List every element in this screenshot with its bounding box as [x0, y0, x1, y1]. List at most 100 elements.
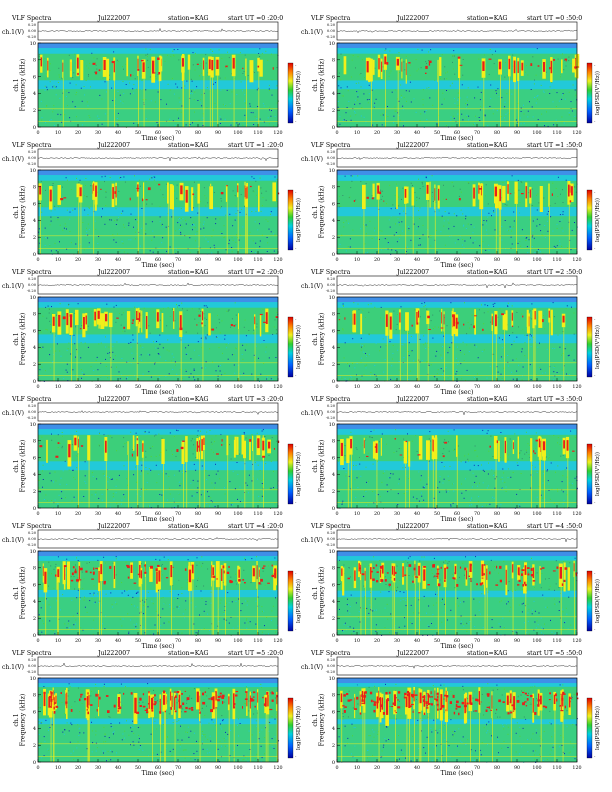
waveform-trace — [37, 537, 279, 542]
time-tick-label: 80 — [494, 638, 500, 644]
freq-tick-label: 6 — [332, 328, 335, 334]
amplitude-axis-label: ch.1(V) — [301, 283, 323, 290]
time-tick-label: 110 — [253, 511, 262, 517]
time-tick-label: 70 — [175, 384, 181, 390]
colorbar-tick: - — [594, 754, 596, 759]
header-station: station=KAG — [168, 523, 209, 530]
time-tick-label: 60 — [155, 511, 161, 517]
time-tick-label: 0 — [36, 638, 39, 644]
time-tick-label: 60 — [454, 638, 460, 644]
freq-tick-label: 0 — [33, 760, 36, 766]
amplitude-axis-label: ch.1(V) — [2, 664, 24, 671]
header-date: Jul222007 — [97, 269, 130, 276]
freq-tick-label: 4 — [33, 472, 36, 478]
header-title: VLF Spectra — [310, 396, 351, 403]
time-axis-label: Time (sec) — [142, 135, 175, 142]
time-tick-label: 50 — [434, 130, 440, 136]
amplitude-axis-label: ch.1(V) — [2, 156, 24, 163]
header-start: start UT =3 :50:0 — [527, 396, 582, 403]
freq-tick-label: 2 — [332, 235, 335, 241]
colorbar-tick: - — [295, 571, 297, 576]
time-tick-label: 70 — [474, 130, 480, 136]
header-station: station=KAG — [467, 269, 508, 276]
amplitude-tick: -0.20 — [27, 162, 37, 166]
spectrogram-image — [38, 43, 279, 128]
spectrogram-image — [337, 43, 580, 128]
freq-tick-label: 2 — [33, 235, 36, 241]
amplitude-tick: 0.00 — [28, 664, 37, 668]
freq-tick-label: 8 — [332, 312, 335, 318]
header-start: start UT =5 :50:0 — [527, 650, 582, 657]
colorbar-label: log(PSD(V²/Hz)) — [594, 71, 601, 115]
time-tick-label: 10 — [55, 384, 61, 390]
header-title: VLF Spectra — [310, 269, 351, 276]
spectrogram-panel: VLF Spectra Jul222007 station=KAG start UT … — [301, 650, 601, 777]
freq-tick-label: 0 — [332, 252, 335, 258]
header-start: start UT =1 :50:0 — [527, 142, 582, 149]
time-tick-label: 70 — [175, 257, 181, 263]
time-tick-label: 20 — [75, 384, 81, 390]
spectrogram-image — [38, 678, 279, 763]
time-tick-label: 60 — [454, 257, 460, 263]
time-tick-label: 0 — [335, 130, 338, 136]
time-tick-label: 10 — [55, 638, 61, 644]
spectrogram-panel: VLF Spectra Jul222007 station=KAG start UT … — [2, 15, 302, 142]
amplitude-tick: 0.20 — [327, 277, 336, 281]
time-tick-label: 100 — [233, 384, 242, 390]
time-tick-label: 70 — [474, 638, 480, 644]
freq-tick-label: 10 — [329, 41, 335, 47]
header-station: station=KAG — [168, 396, 209, 403]
colorbar-tick: - — [594, 571, 596, 576]
time-tick-label: 120 — [572, 638, 581, 644]
amplitude-axis-label: ch.1(V) — [301, 537, 323, 544]
time-tick-label: 20 — [75, 257, 81, 263]
freq-tick-label: 6 — [332, 201, 335, 207]
spectrogram-image — [337, 297, 577, 382]
header-start: start UT =4 :20:0 — [228, 523, 283, 530]
time-tick-label: 20 — [75, 511, 81, 517]
spectrogram-panel: VLF Spectra Jul222007 station=KAG start UT … — [2, 142, 302, 269]
freq-tick-label: 8 — [33, 312, 36, 318]
header-station: station=KAG — [467, 142, 508, 149]
amplitude-tick: 0.00 — [28, 283, 37, 287]
time-tick-label: 100 — [233, 765, 242, 771]
freq-tick-label: 8 — [33, 58, 36, 64]
time-tick-label: 50 — [434, 384, 440, 390]
amplitude-tick: 0.00 — [28, 537, 37, 541]
time-tick-label: 50 — [434, 511, 440, 517]
time-tick-label: 100 — [532, 384, 541, 390]
freq-tick-label: 2 — [33, 743, 36, 749]
freq-tick-label: 2 — [33, 108, 36, 114]
time-tick-label: 60 — [454, 765, 460, 771]
spectrogram-image — [38, 297, 279, 382]
time-tick-label: 90 — [215, 765, 221, 771]
time-tick-label: 50 — [434, 257, 440, 263]
colorbar-tick: - — [594, 317, 596, 322]
time-tick-label: 90 — [514, 130, 520, 136]
header-title: VLF Spectra — [11, 269, 52, 276]
time-tick-label: 40 — [115, 384, 121, 390]
colorbar-label: log(PSD(V²/Hz)) — [295, 706, 302, 750]
time-tick-label: 120 — [273, 384, 282, 390]
time-tick-label: 50 — [434, 638, 440, 644]
time-tick-label: 70 — [474, 511, 480, 517]
colorbar-tick: - — [295, 500, 297, 505]
time-tick-label: 120 — [273, 765, 282, 771]
colorbar-tick: - — [594, 500, 596, 505]
amplitude-axis-label: ch.1(V) — [2, 537, 24, 544]
freq-tick-label: 6 — [332, 709, 335, 715]
time-tick-label: 120 — [572, 130, 581, 136]
header-date: Jul222007 — [396, 396, 429, 403]
amplitude-tick: -0.20 — [326, 289, 336, 293]
time-tick-label: 30 — [394, 384, 400, 390]
time-tick-label: 20 — [374, 765, 380, 771]
time-tick-label: 80 — [494, 257, 500, 263]
freq-tick-label: 8 — [332, 566, 335, 572]
time-tick-label: 100 — [233, 511, 242, 517]
colorbar-label: log(PSD(V²/Hz)) — [295, 579, 302, 623]
time-tick-label: 10 — [55, 257, 61, 263]
freq-tick-label: 10 — [329, 676, 335, 682]
time-tick-label: 60 — [454, 130, 460, 136]
freq-axis-label: ch.1Frequency (kHz) — [312, 440, 326, 493]
time-tick-label: 0 — [36, 765, 39, 771]
